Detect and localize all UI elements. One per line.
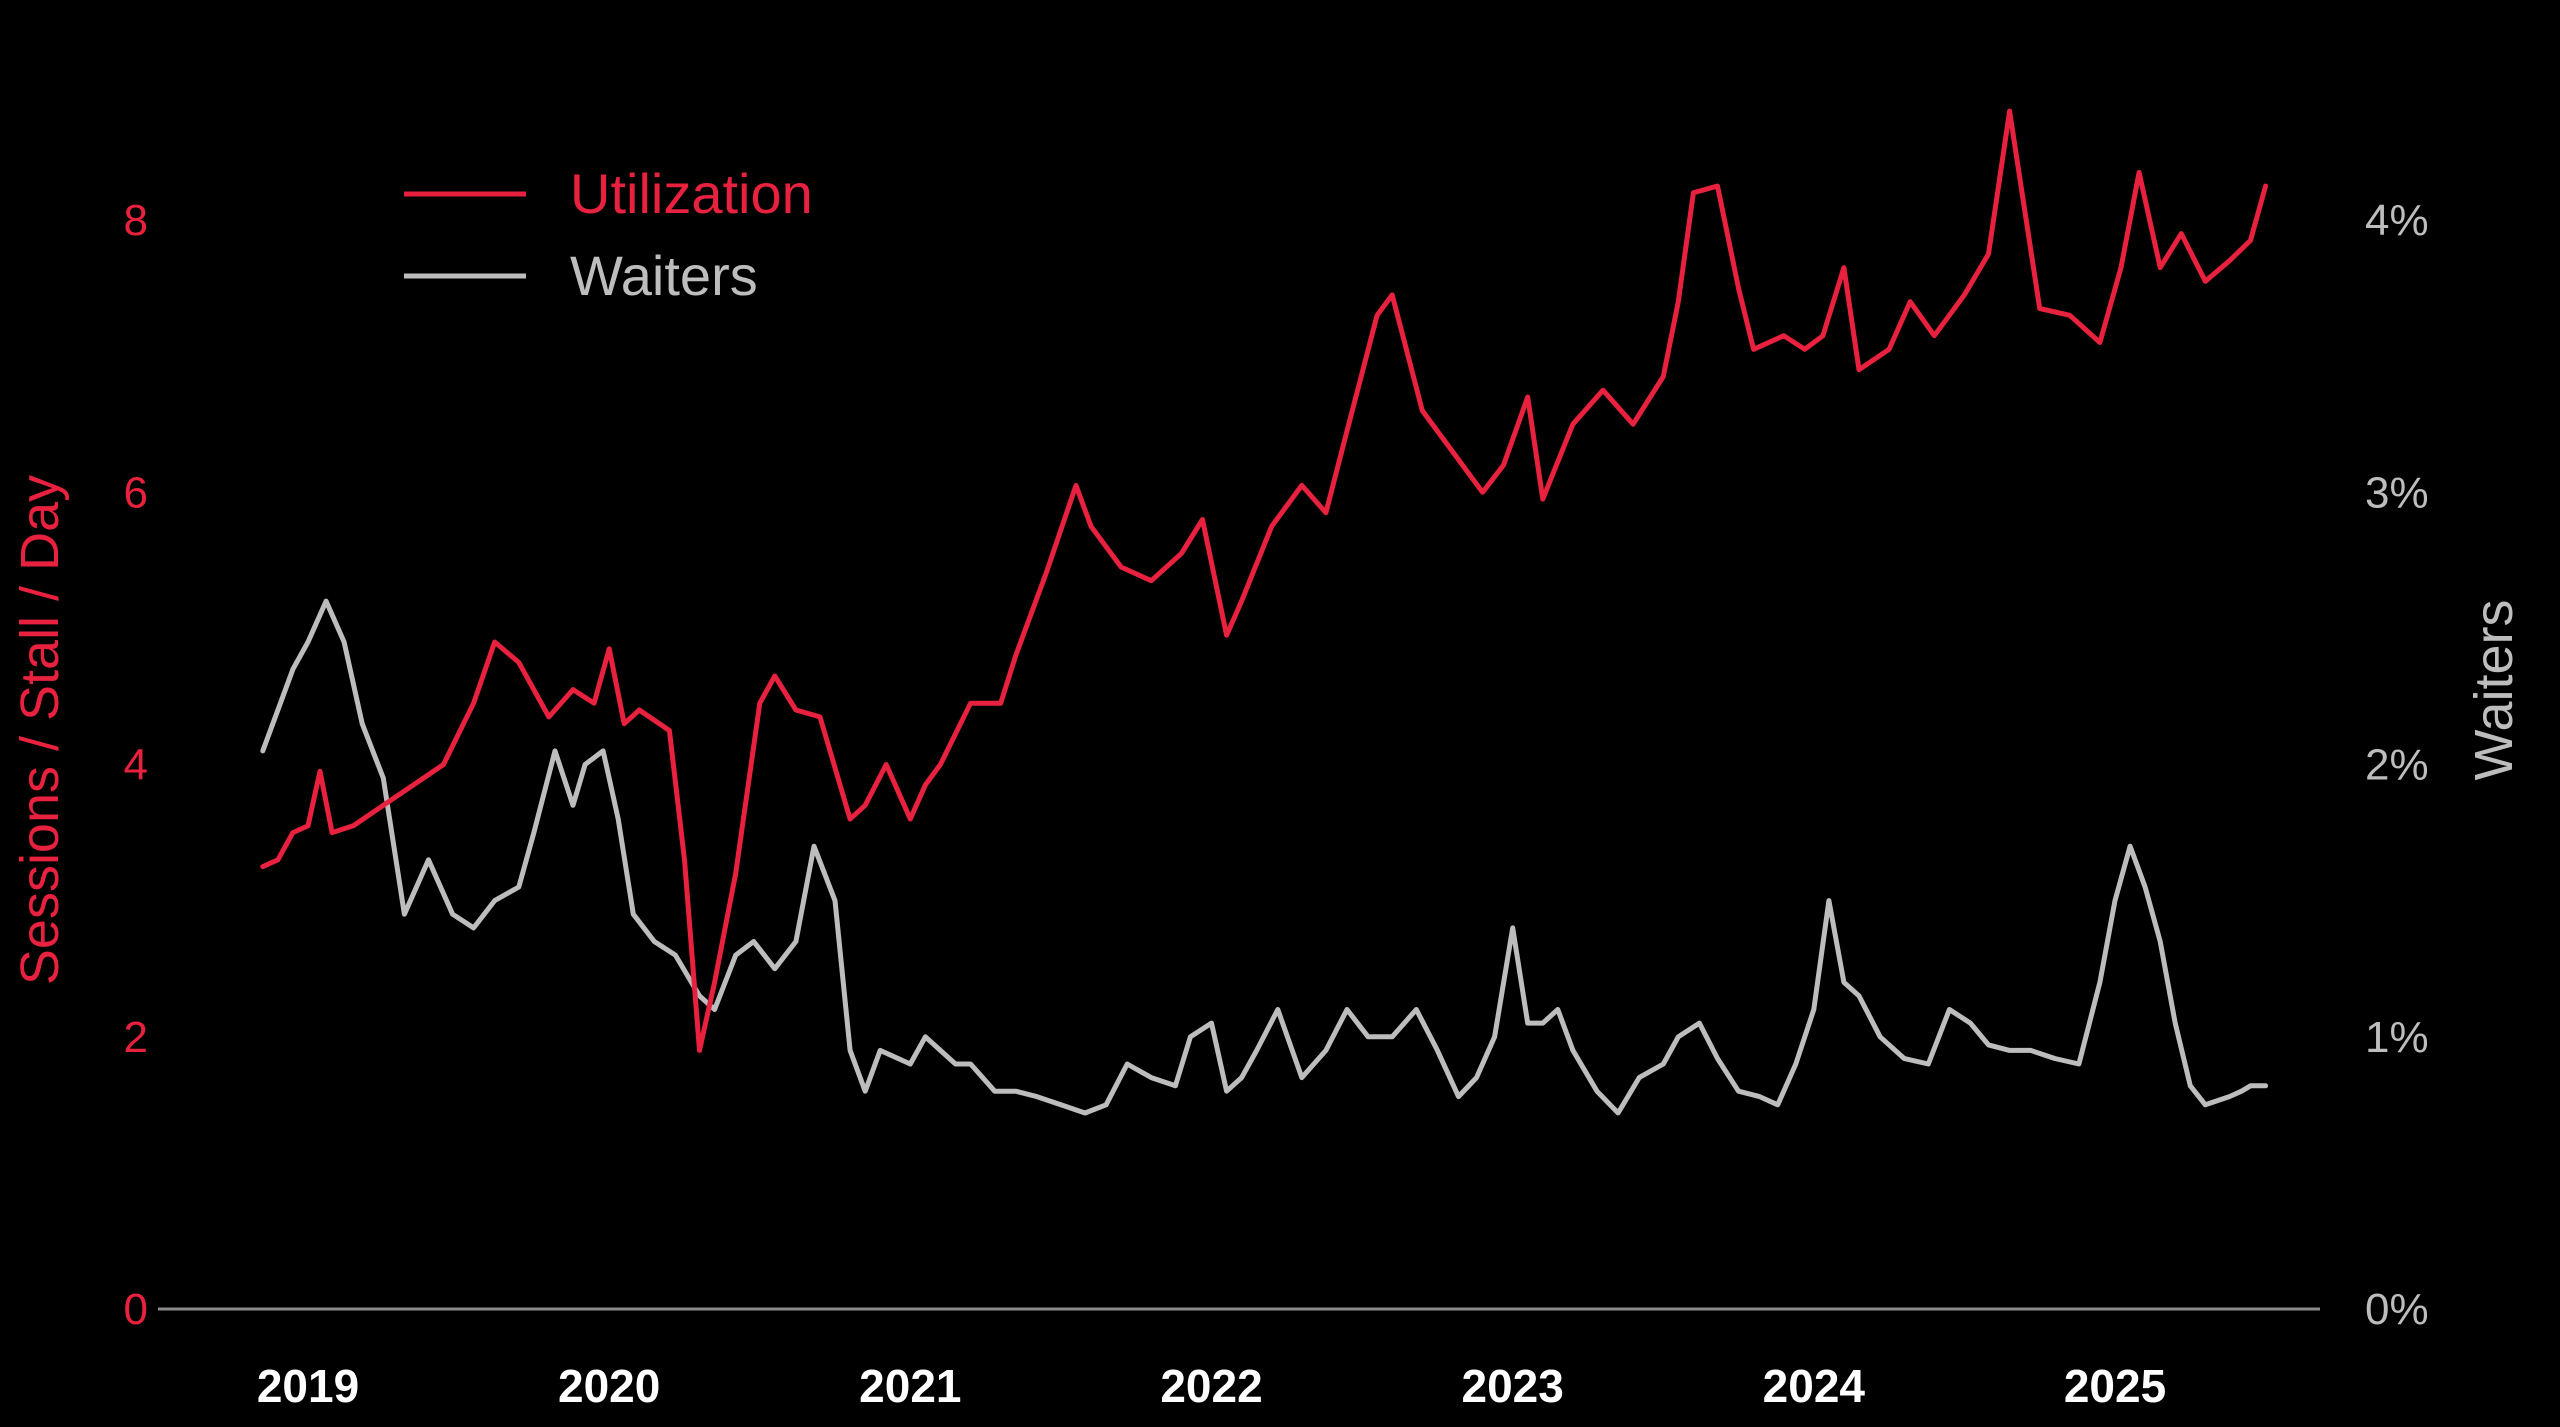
right-axis-ticks: 0% 1% 2% 3% 4%	[2365, 196, 2429, 1334]
x-axis-ticks: 2019 2020 2021 2022 2023 2024 2025	[257, 1360, 2166, 1412]
right-tick-label: 0%	[2365, 1285, 2429, 1334]
left-tick-label: 2	[124, 1013, 148, 1062]
series-lines	[260, 108, 2269, 1116]
legend-label-utilization: Utilization	[570, 162, 813, 225]
x-tick-label: 2025	[2064, 1360, 2166, 1412]
x-tick-label: 2019	[257, 1360, 359, 1412]
right-axis-title: Waiters	[2464, 599, 2524, 780]
left-tick-label: 4	[124, 741, 148, 790]
right-tick-label: 4%	[2365, 196, 2429, 245]
x-tick-label: 2020	[558, 1360, 660, 1412]
left-tick-label: 6	[124, 468, 148, 517]
right-tick-label: 1%	[2365, 1013, 2429, 1062]
x-tick-label: 2022	[1160, 1360, 1262, 1412]
series-line-utilization	[260, 108, 2269, 1053]
x-tick-label: 2023	[1461, 1360, 1563, 1412]
right-tick-label: 2%	[2365, 741, 2429, 790]
left-axis-title: Sessions / Stall / Day	[10, 475, 70, 985]
legend: Utilization Waiters	[404, 162, 813, 307]
left-axis-ticks: 0 2 4 6 8	[124, 196, 148, 1334]
right-tick-label: 3%	[2365, 468, 2429, 517]
legend-label-waiters: Waiters	[570, 244, 758, 307]
series-line-waiters	[260, 598, 2269, 1116]
x-tick-label: 2024	[1763, 1360, 1866, 1412]
x-tick-label: 2021	[859, 1360, 961, 1412]
left-tick-label: 8	[124, 196, 148, 245]
left-tick-label: 0	[124, 1285, 148, 1334]
